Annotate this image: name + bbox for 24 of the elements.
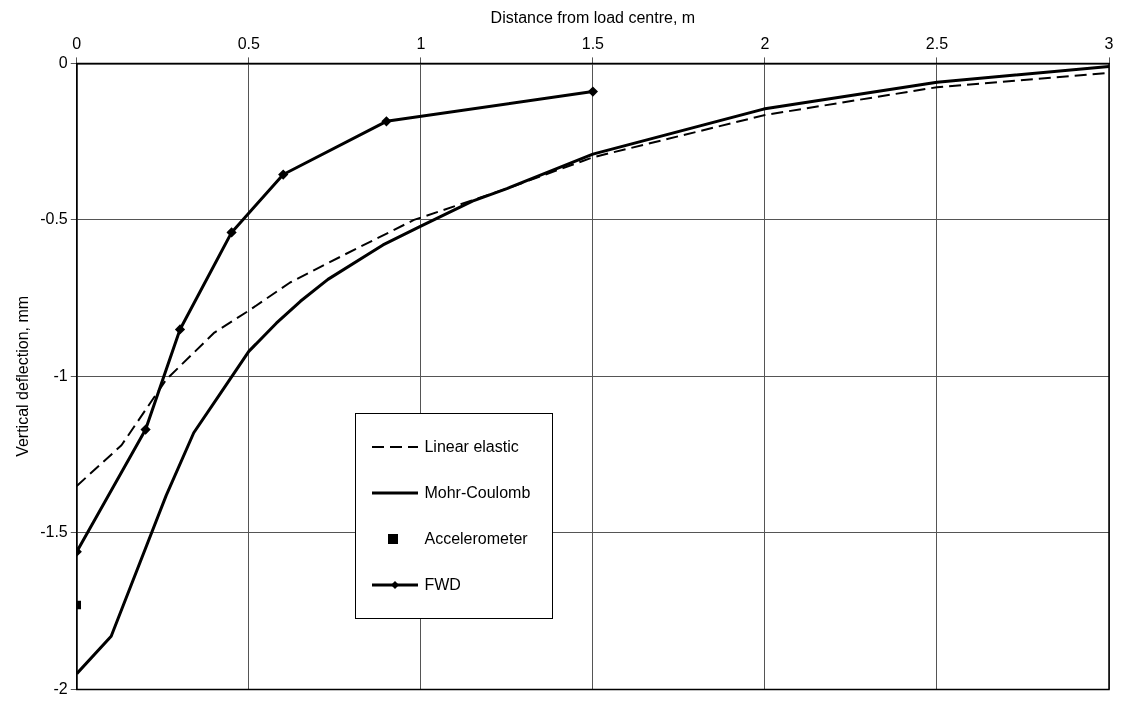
y-tick-label: -0.5 [40, 210, 68, 228]
x-tick-label: 3 [1104, 35, 1114, 53]
legend-label: Linear elastic [424, 438, 519, 457]
point [588, 87, 598, 97]
x-axis-title: Distance from load centre, m [490, 9, 696, 27]
x-tick-label: 0.5 [237, 35, 261, 53]
y-tick-label: 0 [58, 53, 68, 71]
x-tick-label: 0 [72, 35, 82, 53]
legend-label: Accelerometer [424, 530, 528, 549]
point [227, 227, 237, 237]
x-tick-label: 2 [760, 35, 770, 53]
legend-label: Mohr-Coulomb [424, 484, 531, 503]
point [175, 324, 185, 334]
y-tick-label: -2 [53, 679, 68, 697]
x-tick-label: 1.5 [581, 35, 605, 53]
point [278, 170, 288, 180]
x-tick-label: 2.5 [925, 35, 949, 53]
x-tick-label: 1 [416, 35, 426, 53]
point [141, 425, 151, 435]
legend-label: FWD [424, 576, 461, 595]
point [381, 116, 391, 126]
y-tick-label: -1 [53, 366, 68, 384]
y-tick-label: -1.5 [40, 523, 68, 541]
y-axis-title: Vertical deflection, mm [14, 295, 32, 457]
